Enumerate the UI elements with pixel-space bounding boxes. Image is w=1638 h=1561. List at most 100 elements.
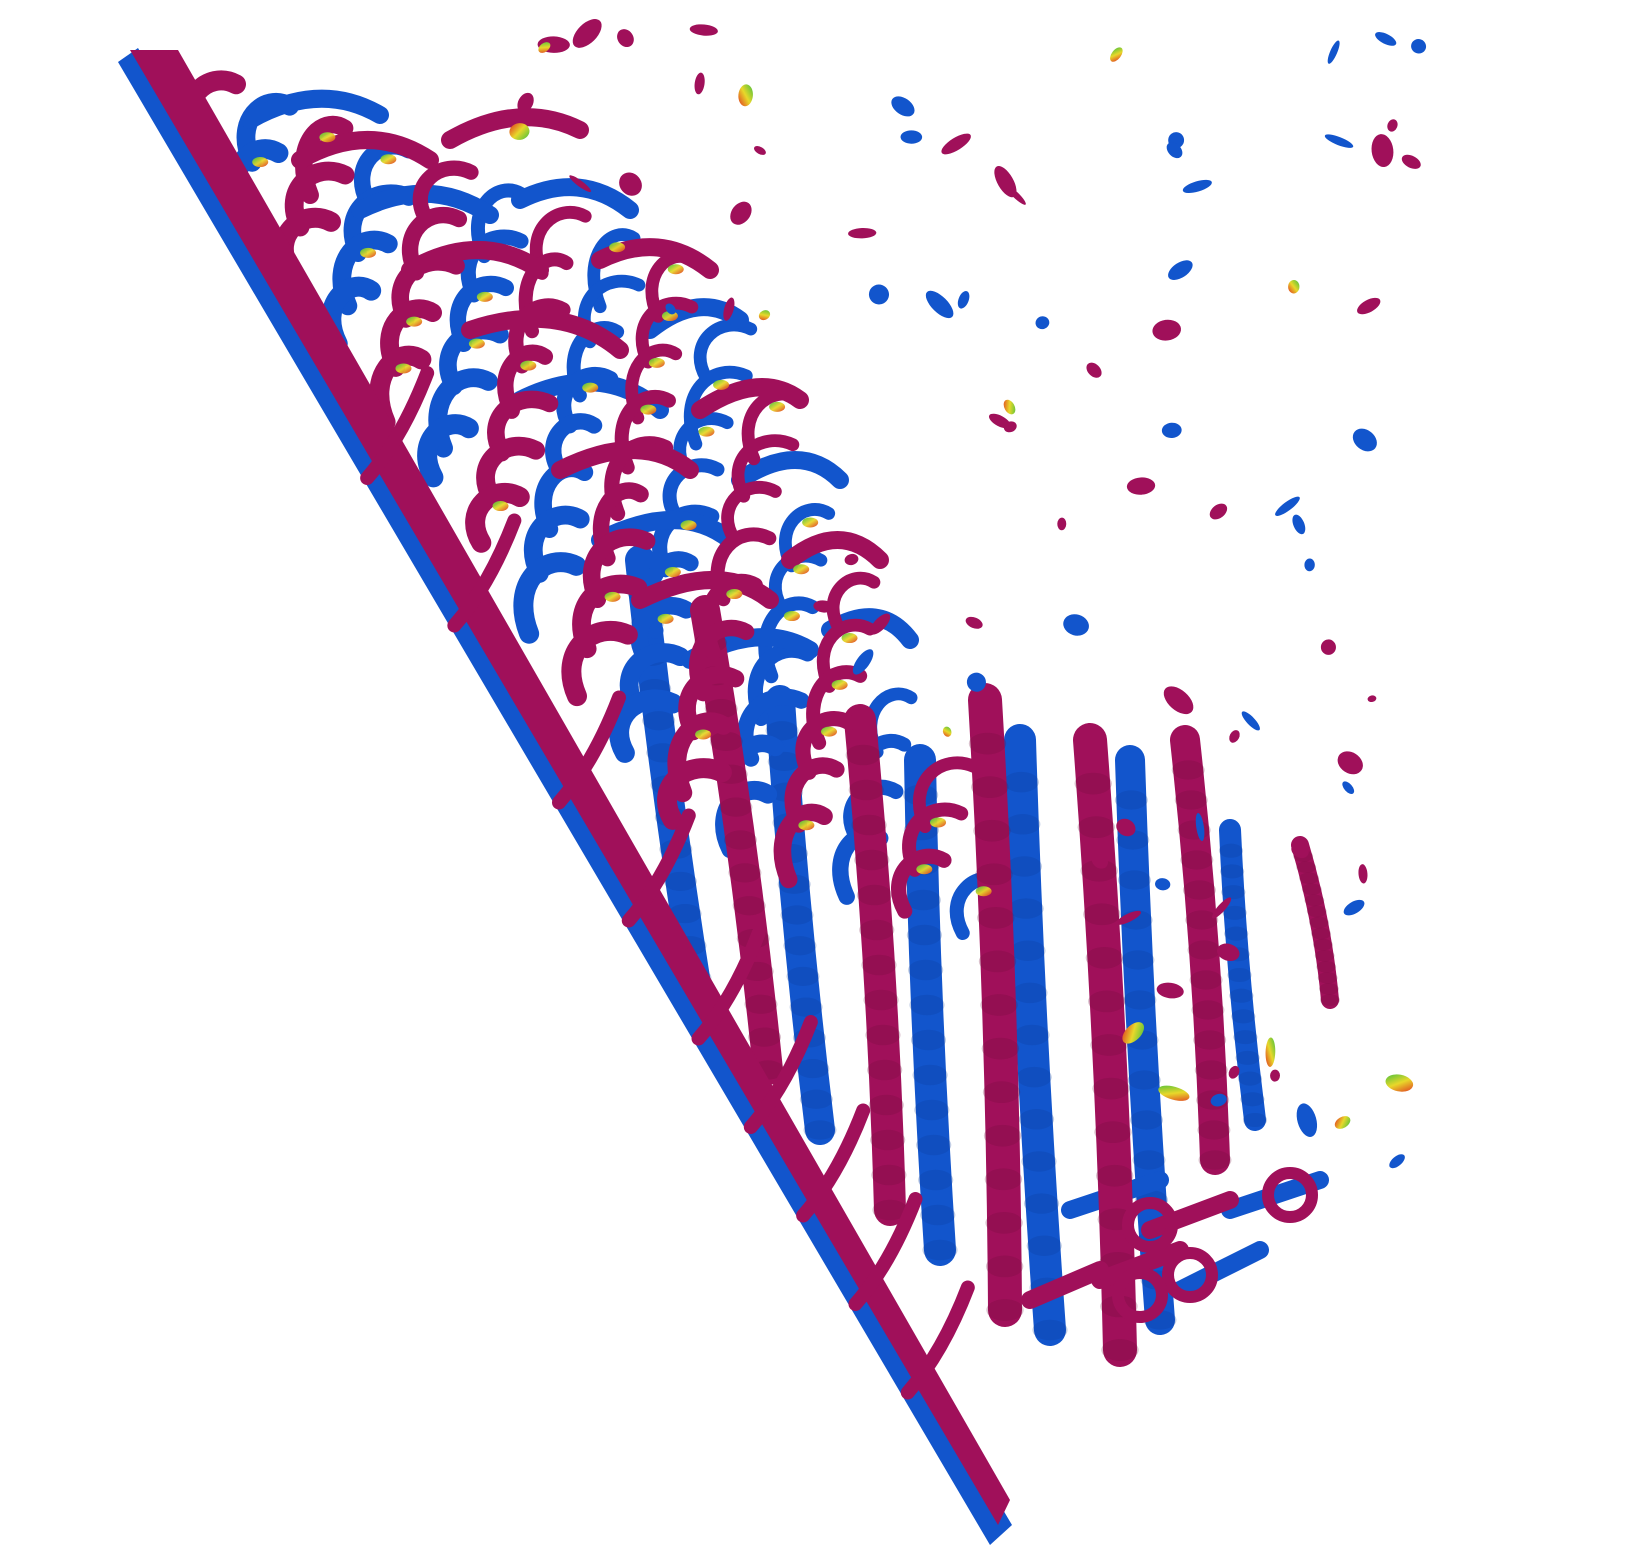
trailing-edge-plate — [118, 48, 1012, 1545]
vortex-tube-bead — [709, 731, 743, 752]
vortex-tube-bead — [732, 896, 766, 916]
vortex-tube-bead — [910, 1029, 947, 1051]
vortex-fragment — [1035, 316, 1050, 330]
vortex-fragment — [509, 123, 530, 140]
vortex-tube-bead — [977, 906, 1015, 929]
plate-root-strand — [621, 808, 696, 928]
vortex-tube-bead — [663, 871, 697, 892]
vortex-tube-bead — [1189, 970, 1223, 990]
vortex-tube-bead — [868, 1094, 904, 1116]
vortex-ring — [1162, 1247, 1218, 1303]
vortex-tube-bead — [1306, 905, 1327, 918]
vortex-tube-bead — [1231, 1009, 1256, 1024]
vortex-tube-bead — [848, 779, 884, 801]
vortex-fragment — [1110, 47, 1123, 62]
vortex-fragment — [1152, 319, 1181, 341]
vortex-tube-bead — [1026, 1235, 1062, 1256]
vortex-tube-bead — [1198, 1150, 1232, 1170]
vortex-tube-bead — [986, 1299, 1024, 1321]
vortex-knot-link — [1171, 1241, 1269, 1299]
vortex-tube-bead — [982, 1081, 1021, 1104]
vortex-highlight — [783, 611, 800, 622]
vortex-tube-bead — [854, 849, 890, 871]
vortex-tube-bead — [1006, 856, 1043, 877]
vortex-fragment — [1352, 428, 1377, 452]
vortex-fragment — [1385, 1074, 1414, 1092]
vortex-fragment — [848, 227, 877, 239]
hairpin-vortex — [476, 436, 546, 507]
vortex-fragment — [891, 96, 915, 117]
plate-root-strand — [360, 366, 435, 485]
vortex-tube-bead — [1319, 983, 1339, 995]
vortex-arc — [461, 309, 629, 359]
plate-root-strand — [900, 1280, 975, 1400]
vortex-tube-bead — [1077, 816, 1115, 839]
vortex-fragment — [1116, 910, 1142, 925]
vortex-fragment — [869, 613, 891, 635]
vortex-fragment — [941, 133, 971, 155]
vortex-fragment — [1166, 142, 1183, 159]
hairpin-vortex — [513, 552, 587, 644]
vortex-highlight — [406, 316, 423, 327]
vortex-fragment — [925, 290, 954, 319]
vortex-tube-bead — [920, 1204, 956, 1226]
vortex-fragment — [1337, 751, 1363, 775]
vortex-fragment — [1342, 781, 1355, 794]
hairpin-vortex — [657, 758, 732, 830]
vortex-tube-bead — [978, 950, 1017, 973]
vortex-tube-column — [968, 683, 1022, 1327]
vortex-tube-bead — [1237, 1071, 1263, 1086]
vortex-tube-bead — [1085, 946, 1124, 969]
vortex-tube-bead — [870, 1129, 906, 1151]
vortex-tube-bead — [865, 1024, 901, 1046]
vortex-highlight — [582, 382, 599, 393]
vortex-arc — [441, 108, 589, 149]
vortex-highlight — [648, 357, 665, 368]
vortex-highlight — [975, 886, 992, 897]
vortex-fragment — [988, 413, 1011, 429]
hairpin-vortex — [465, 482, 530, 553]
vortex-fragment — [1057, 517, 1067, 531]
vortex-tube-bead — [1014, 1024, 1050, 1046]
vortex-fragment — [1126, 477, 1156, 495]
vortex-highlight — [395, 363, 412, 374]
vortex-fragment — [694, 72, 705, 95]
vortex-fragment — [1155, 878, 1171, 891]
vortex-tube-bead — [1309, 916, 1329, 929]
vortex-tube-bead — [1180, 850, 1214, 870]
vortex-highlight — [657, 613, 674, 624]
vortex-fragment — [942, 726, 952, 737]
vortex-highlight — [380, 154, 397, 165]
vortex-fragment — [1411, 39, 1427, 54]
vortex-tube-bead — [845, 744, 881, 766]
vortex-arc — [631, 571, 779, 609]
vortex-highlight — [319, 132, 336, 143]
vortex-tube-bead — [1130, 1110, 1164, 1130]
vortex-tube-bead — [1218, 843, 1244, 858]
vortex-fragment — [1116, 818, 1136, 837]
vortex-fragment — [1265, 1037, 1276, 1067]
vortex-fragment — [1275, 496, 1300, 516]
vortex-tube-bead — [968, 732, 1007, 755]
vortex-fragment — [619, 172, 642, 196]
vortex-highlight — [798, 820, 815, 831]
vortex-tube-bead — [803, 1120, 837, 1140]
vortex-highlight — [769, 401, 786, 412]
hairpin-vortex — [721, 480, 782, 545]
vortex-tube-bead — [799, 1089, 833, 1109]
vortex-fragment — [1291, 842, 1309, 859]
vortex-tube-bead — [1023, 1193, 1060, 1214]
vortex-fragment — [738, 84, 753, 107]
vortex-tube-bead — [1242, 1112, 1268, 1128]
vortex-tube-bead — [724, 830, 757, 850]
vortex-tube-bead — [1117, 870, 1151, 890]
vortex-fragment — [1334, 1116, 1351, 1129]
vortex-highlight — [476, 291, 493, 302]
vortex-highlight — [664, 567, 681, 578]
vortex-tube-bead — [1235, 1050, 1260, 1065]
vortex-fragment — [1216, 943, 1240, 962]
vortex-tube-column — [765, 685, 835, 1145]
vortex-tube-bead — [973, 819, 1011, 842]
vortex-tube-column — [1291, 836, 1339, 1009]
vortex-tube-bead — [918, 1169, 954, 1191]
